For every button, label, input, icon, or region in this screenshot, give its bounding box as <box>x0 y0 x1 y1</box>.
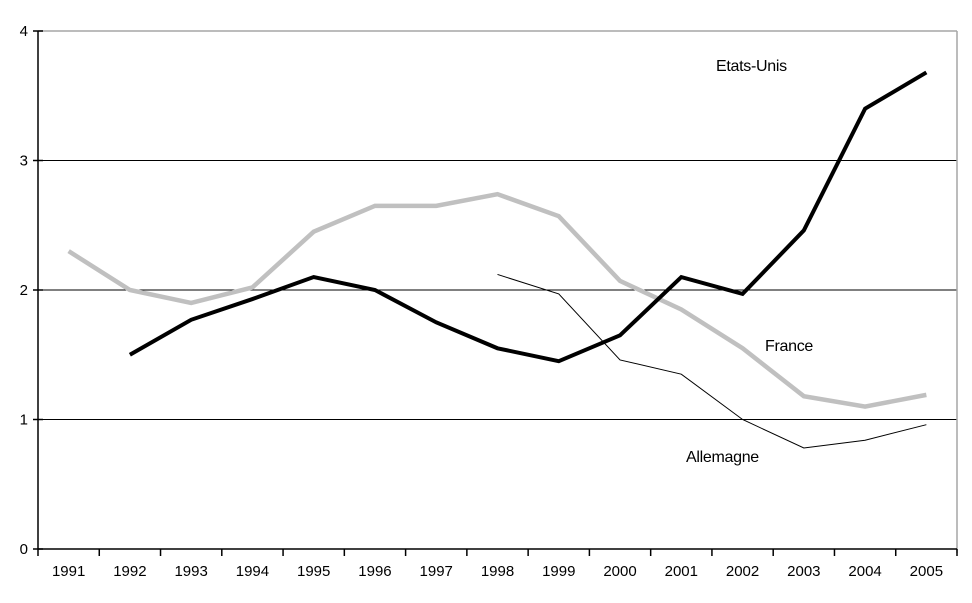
x-axis-tick-label: 1995 <box>297 563 330 580</box>
x-axis-tick-label: 1992 <box>113 563 146 580</box>
x-axis-tick-label: 2000 <box>603 563 636 580</box>
x-axis-tick-label: 1994 <box>236 563 269 580</box>
series-label-allemagne: Allemagne <box>686 449 759 466</box>
y-axis-tick-label: 3 <box>20 153 28 170</box>
y-axis-tick-label: 1 <box>20 412 28 429</box>
x-axis-tick-label: 1993 <box>174 563 207 580</box>
y-axis-tick-label: 4 <box>20 23 28 40</box>
x-axis-tick-label: 2005 <box>910 563 943 580</box>
x-axis-tick-label: 1991 <box>52 563 85 580</box>
x-axis-tick-label: 2002 <box>726 563 759 580</box>
x-axis-tick-label: 1998 <box>481 563 514 580</box>
series-line-allemagne <box>497 273 927 449</box>
x-axis-tick-label: 1996 <box>358 563 391 580</box>
series-line-france <box>67 191 927 409</box>
y-axis-tick-label: 0 <box>20 541 28 558</box>
series-label-france: France <box>765 338 813 355</box>
x-axis-tick-label: 2001 <box>665 563 698 580</box>
x-axis-tick-label: 1999 <box>542 563 575 580</box>
x-axis-tick-label: 2004 <box>848 563 881 580</box>
series-line-etats-unis <box>128 70 928 364</box>
series-label-etats-unis: Etats-Unis <box>716 58 787 75</box>
x-axis-tick-label: 2003 <box>787 563 820 580</box>
x-axis-tick-label: 1997 <box>420 563 453 580</box>
y-axis-tick-label: 2 <box>20 282 28 299</box>
